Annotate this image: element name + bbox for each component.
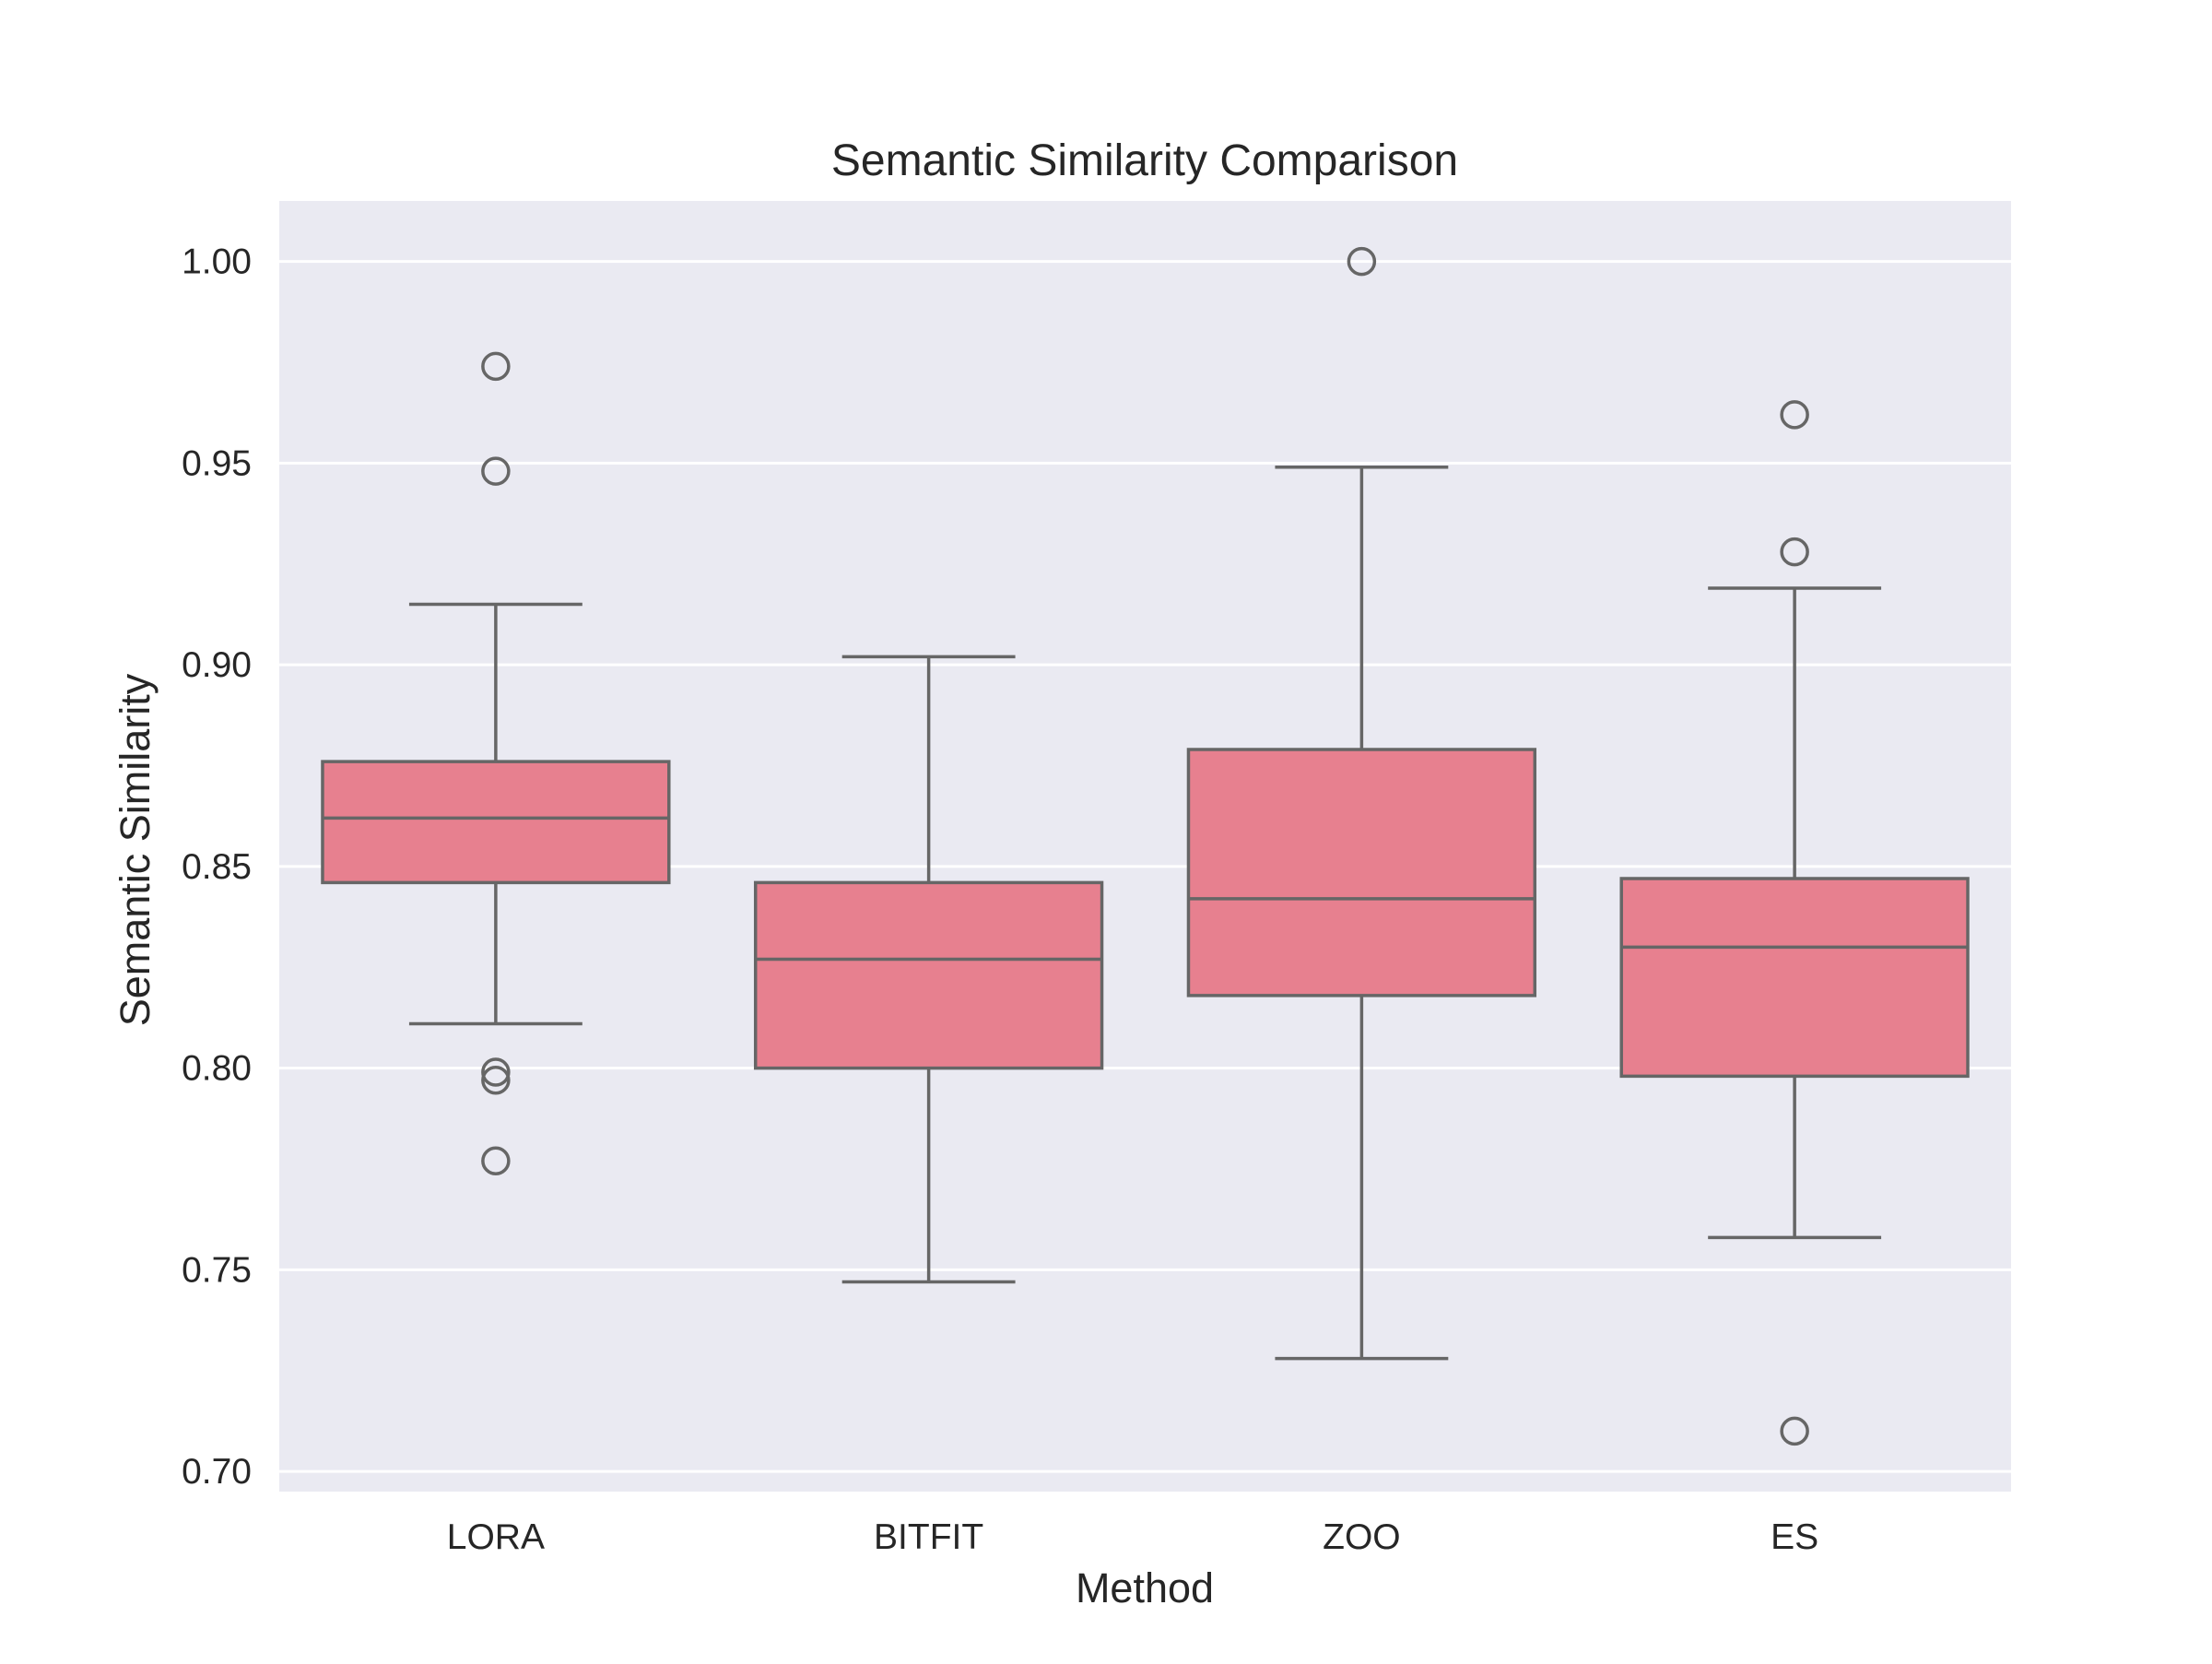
y-tick-label: 0.90 (182, 645, 252, 685)
x-tick-label: ES (1771, 1517, 1818, 1557)
outlier-point (481, 351, 511, 382)
x-axis-ticks: LORA BITFIT ZOO ES (447, 1517, 1818, 1557)
outlier-point (481, 456, 511, 486)
box-lora (321, 351, 671, 1175)
outlier-point (481, 1066, 511, 1095)
y-tick-label: 0.85 (182, 847, 252, 887)
y-tick-label: 0.80 (182, 1049, 252, 1089)
iqr-box (1186, 748, 1537, 997)
box-es (1619, 400, 1970, 1446)
outlier-point (1780, 400, 1809, 430)
iqr-box (321, 760, 671, 885)
y-axis-label: Semantic Similarity (112, 673, 159, 1026)
outlier-point (481, 1057, 511, 1087)
y-tick-label: 1.00 (182, 242, 252, 282)
box-bitfit (753, 655, 1104, 1284)
boxes-group (321, 246, 1970, 1446)
chart-title: Semantic Similarity Comparison (831, 136, 1458, 185)
y-tick-label: 0.75 (182, 1250, 252, 1290)
outlier-point (1780, 537, 1809, 567)
x-tick-label: BITFIT (874, 1517, 983, 1557)
outlier-point (1347, 246, 1377, 277)
y-axis-ticks: 0.70 0.75 0.80 0.85 0.90 0.95 1.00 (182, 242, 252, 1493)
x-tick-label: LORA (447, 1517, 545, 1557)
y-tick-label: 0.70 (182, 1452, 252, 1492)
iqr-box (753, 880, 1104, 1070)
outlier-point (481, 1146, 511, 1175)
iqr-box (1619, 877, 1970, 1079)
box-zoo (1186, 246, 1537, 1361)
y-tick-label: 0.95 (182, 443, 252, 483)
outlier-point (1780, 1416, 1809, 1446)
x-tick-label: ZOO (1323, 1517, 1401, 1557)
x-axis-label: Method (1076, 1564, 1214, 1611)
